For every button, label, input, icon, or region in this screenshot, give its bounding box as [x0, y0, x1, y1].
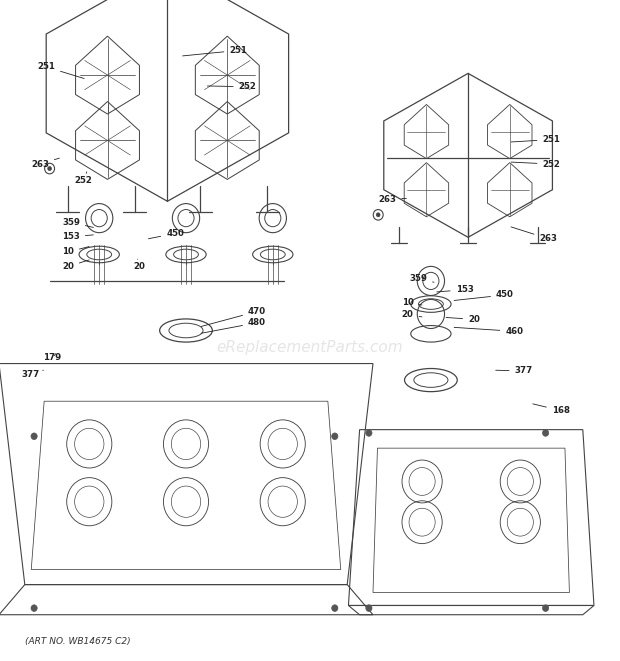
Text: 20: 20: [62, 260, 89, 271]
Circle shape: [542, 605, 549, 611]
Text: 252: 252: [511, 159, 560, 169]
Text: 251: 251: [182, 46, 247, 56]
Text: 450: 450: [454, 290, 514, 301]
Text: 251: 251: [37, 62, 84, 79]
Text: 359: 359: [409, 274, 434, 283]
Text: 263: 263: [31, 158, 60, 169]
Circle shape: [376, 213, 380, 217]
Text: 252: 252: [207, 82, 257, 91]
Text: 263: 263: [378, 194, 407, 204]
Text: 480: 480: [201, 318, 266, 333]
Text: 153: 153: [62, 232, 94, 241]
Text: 377: 377: [22, 369, 43, 379]
Text: 20: 20: [402, 310, 422, 319]
Circle shape: [48, 167, 51, 171]
Text: 168: 168: [533, 404, 570, 415]
Text: 377: 377: [495, 366, 533, 375]
Circle shape: [332, 605, 338, 611]
Text: 179: 179: [43, 353, 61, 362]
Circle shape: [366, 605, 372, 611]
Text: 263: 263: [511, 227, 557, 243]
Text: 10: 10: [402, 298, 422, 307]
Text: 470: 470: [201, 307, 266, 327]
Circle shape: [31, 605, 37, 611]
Text: 10: 10: [62, 247, 89, 256]
Text: 153: 153: [436, 285, 474, 294]
Circle shape: [31, 433, 37, 440]
Text: 252: 252: [74, 172, 92, 185]
Text: 20: 20: [133, 259, 145, 271]
Text: (ART NO. WB14675 C2): (ART NO. WB14675 C2): [25, 637, 130, 646]
Text: 251: 251: [511, 135, 560, 144]
Circle shape: [366, 430, 372, 436]
Circle shape: [542, 430, 549, 436]
Text: eReplacementParts.com: eReplacementParts.com: [216, 340, 404, 354]
Text: 460: 460: [454, 327, 523, 336]
Circle shape: [332, 433, 338, 440]
Text: 450: 450: [148, 229, 184, 239]
Text: 20: 20: [446, 315, 480, 324]
Text: 359: 359: [62, 217, 94, 227]
